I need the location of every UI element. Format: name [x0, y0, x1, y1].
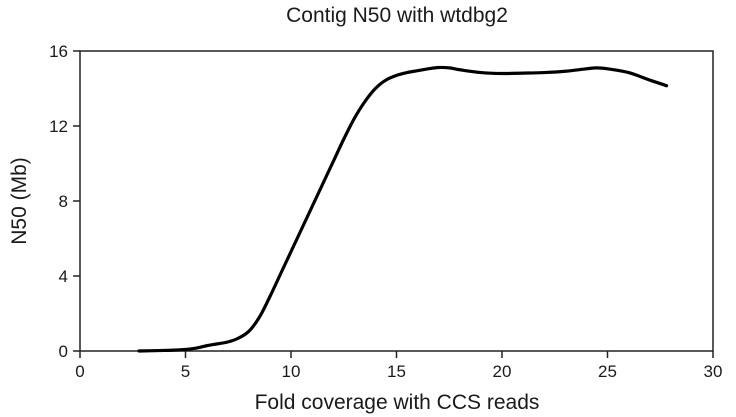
y-axis-label: N50 (Mb)	[8, 157, 31, 245]
x-axis: 0 5 10 15 20 25 30	[75, 351, 722, 381]
chart-title: Contig N50 with wtdbg2	[286, 4, 508, 27]
x-tick-label: 15	[387, 362, 406, 381]
plot-frame	[79, 50, 714, 352]
y-tick-label: 12	[49, 117, 68, 136]
x-tick-label: 20	[493, 362, 512, 381]
x-tick-label: 25	[598, 362, 617, 381]
y-tick-label: 8	[59, 192, 68, 211]
y-axis: 0 4 8 12 16	[49, 42, 80, 361]
y-tick-label: 0	[59, 342, 68, 361]
y-tick-label: 4	[59, 267, 68, 286]
x-tick-label: 0	[75, 362, 84, 381]
x-tick-label: 5	[181, 362, 190, 381]
y-tick-label: 16	[49, 42, 68, 61]
series-line	[137, 65, 669, 353]
series-layer	[137, 65, 669, 353]
x-axis-label: Fold coverage with CCS reads	[255, 391, 540, 414]
x-tick-label: 10	[282, 362, 301, 381]
x-tick-label: 30	[704, 362, 723, 381]
